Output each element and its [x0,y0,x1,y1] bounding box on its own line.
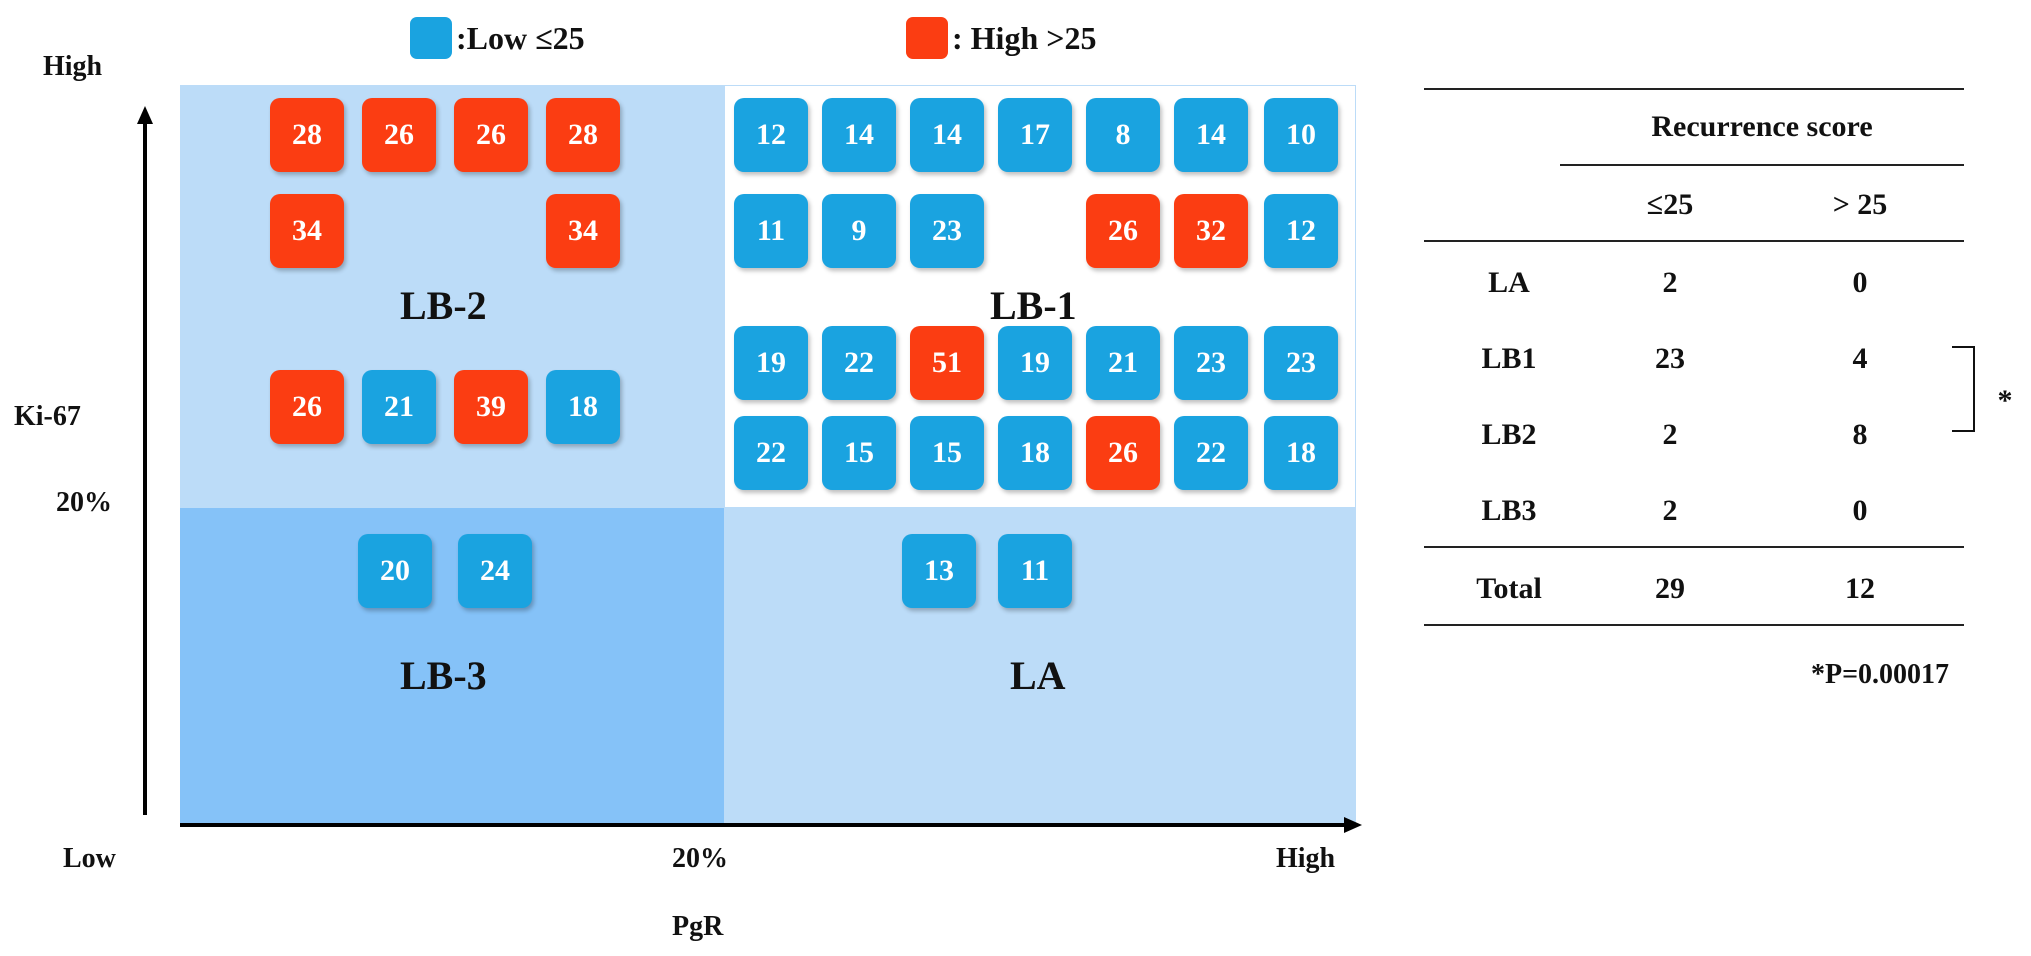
y-axis-threshold: 20% [56,487,112,518]
y-axis-name: Ki-67 [14,401,81,432]
table-header-recurrence: Recurrence score [1651,110,1873,143]
table-total-high: 12 [1845,572,1875,605]
y-axis-arrowhead [137,106,153,124]
score-tile-low: 12 [734,98,808,172]
score-tile-low: 13 [902,534,976,608]
score-tile-low: 24 [458,534,532,608]
legend-high-label: : High >25 [952,20,1097,56]
score-tile-low: 10 [1264,98,1338,172]
quadrant-lb3 [180,508,724,823]
quadrant-label-la: LA [1010,653,1066,698]
score-tile-low: 22 [734,416,808,490]
significance-mark: * [1997,384,2013,417]
score-tile-high: 34 [270,194,344,268]
table-row-high: 4 [1852,342,1868,375]
table-row-name: LB2 [1481,418,1537,451]
score-tile-low: 23 [1264,326,1338,400]
score-tile-low: 21 [1086,326,1160,400]
score-tile-low: 19 [998,326,1072,400]
score-tile-low: 21 [362,370,436,444]
score-tile-low: 20 [358,534,432,608]
score-tile-high: 26 [1086,416,1160,490]
legend-high-swatch [906,17,948,59]
x-axis-high-label: High [1276,843,1336,874]
score-tile-high: 32 [1174,194,1248,268]
quadrant-label-lb2: LB-2 [400,283,487,328]
table-row-name: LB1 [1481,342,1537,375]
table-row-low: 2 [1662,418,1678,451]
table-row-low: 2 [1662,266,1678,299]
score-tile-low: 11 [998,534,1072,608]
p-value: *P=0.00017 [1810,659,1950,690]
table-col-low: ≤25 [1646,188,1694,221]
table-row-high: 8 [1852,418,1868,451]
score-tile-low: 22 [1174,416,1248,490]
table-total-rule [1424,546,1964,548]
score-tile-high: 26 [362,98,436,172]
table-subheader-rule [1424,240,1964,242]
table-total-low: 29 [1655,572,1685,605]
score-tile-high: 26 [454,98,528,172]
score-tile-low: 14 [910,98,984,172]
score-tile-low: 18 [1264,416,1338,490]
table-col-high: > 25 [1832,188,1888,221]
score-tile-low: 11 [734,194,808,268]
x-axis-threshold: 20% [672,843,728,874]
score-tile-low: 15 [822,416,896,490]
table-row-high: 0 [1852,266,1868,299]
score-tile-high: 26 [1086,194,1160,268]
score-tile-high: 26 [270,370,344,444]
significance-bracket [1952,346,1975,432]
legend-low-swatch [410,17,452,59]
score-tile-low: 18 [998,416,1072,490]
quadrant-label-lb3: LB-3 [400,653,487,698]
table-top-rule [1424,88,1964,90]
score-tile-low: 9 [822,194,896,268]
table-row-high: 0 [1852,494,1868,527]
score-tile-high: 51 [910,326,984,400]
score-tile-low: 15 [910,416,984,490]
y-axis-high-label: High [43,51,103,82]
table-row-name: LB3 [1481,494,1537,527]
table-total-name: Total [1476,572,1542,605]
x-axis-arrowhead [1344,817,1362,833]
x-axis-low-label: Low [63,843,116,874]
score-tile-low: 23 [910,194,984,268]
x-axis-name: PgR [672,911,724,942]
score-tile-low: 8 [1086,98,1160,172]
axes [137,106,1362,833]
table-header-rule [1560,164,1964,166]
table-bottom-rule [1424,624,1964,626]
score-tile-low: 22 [822,326,896,400]
score-tile-low: 23 [1174,326,1248,400]
table-row-low: 23 [1655,342,1685,375]
score-tile-low: 18 [546,370,620,444]
score-tile-high: 28 [270,98,344,172]
score-tile-low: 14 [1174,98,1248,172]
score-tile-low: 14 [822,98,896,172]
quadrant-label-lb1: LB-1 [990,283,1077,328]
score-tile-high: 39 [454,370,528,444]
score-tile-low: 17 [998,98,1072,172]
score-tile-high: 28 [546,98,620,172]
table-row-low: 2 [1662,494,1678,527]
legend-low-label: :Low ≤25 [456,20,585,56]
table-row-name: LA [1488,266,1530,299]
score-tile-low: 12 [1264,194,1338,268]
score-tile-low: 19 [734,326,808,400]
score-tile-high: 34 [546,194,620,268]
